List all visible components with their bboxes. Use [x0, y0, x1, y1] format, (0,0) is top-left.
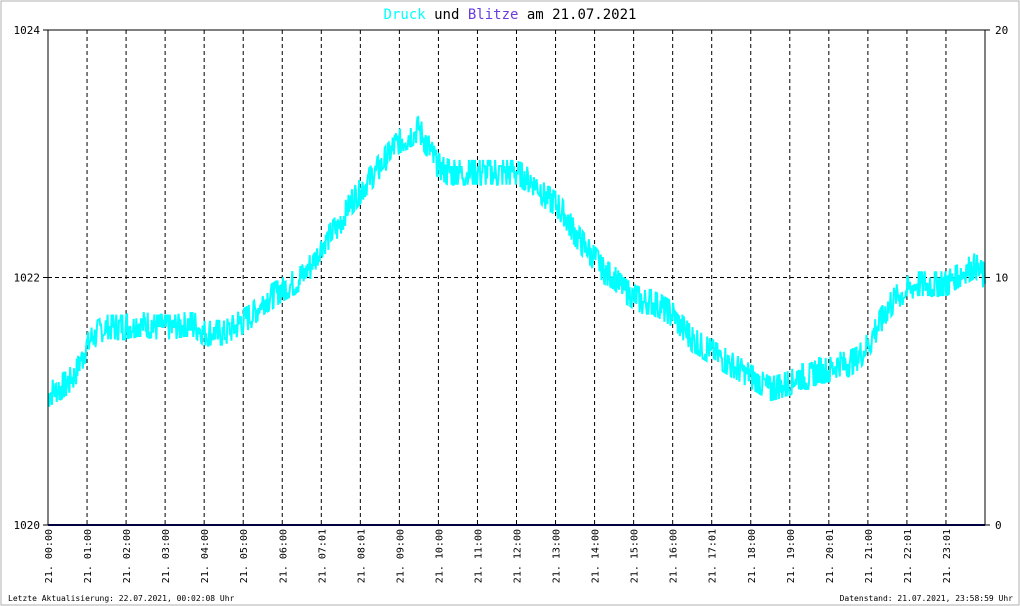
footer-data-status: Datenstand: 21.07.2021, 23:58:59 Uhr	[840, 594, 1014, 603]
x-tick-label: 21. 18:00	[747, 529, 758, 583]
series-line-druck	[47, 115, 986, 407]
x-tick-label: 21. 16:00	[669, 529, 680, 583]
x-tick-label: 21. 11:00	[473, 529, 484, 583]
x-tick-label: 21. 19:00	[786, 529, 797, 583]
left-tick-label: 1022	[14, 272, 41, 285]
x-tick-label: 21. 09:00	[395, 529, 406, 583]
x-tick-label: 21. 22:01	[903, 529, 914, 583]
x-tick-label: 21. 20:01	[825, 529, 836, 583]
x-tick-label: 21. 07:01	[317, 529, 328, 583]
x-tick-label: 21. 04:00	[200, 529, 211, 583]
footer-last-update: Letzte Aktualisierung: 22.07.2021, 00:02…	[8, 594, 235, 603]
x-tick-label: 21. 08:01	[356, 529, 367, 583]
x-tick-label: 21. 01:00	[83, 529, 94, 583]
title-series-blitze: Blitze	[468, 7, 519, 23]
x-tick-label: 21. 15:00	[630, 529, 641, 583]
title-series-druck: Druck	[384, 7, 427, 23]
right-tick-label: 20	[995, 24, 1008, 37]
x-tick-label: 21. 05:00	[239, 529, 250, 583]
left-tick-label: 1024	[14, 24, 41, 37]
x-tick-label: 21. 03:00	[161, 529, 172, 583]
right-tick-label: 10	[995, 272, 1008, 285]
right-tick-label: 0	[995, 519, 1002, 532]
chart-title: Druck und Blitze am 21.07.2021	[384, 7, 637, 23]
left-tick-label: 1020	[14, 519, 41, 532]
x-tick-label: 21. 12:00	[513, 529, 524, 583]
x-tick-label: 21. 00:00	[44, 529, 55, 583]
x-tick-label: 21. 17:01	[708, 529, 719, 583]
title-date: am 21.07.2021	[518, 7, 636, 23]
x-tick-label: 21. 02:00	[122, 529, 133, 583]
x-tick-label: 21. 10:00	[434, 529, 445, 583]
x-tick-label: 21. 06:00	[278, 529, 289, 583]
x-tick-label: 21. 21:00	[864, 529, 875, 583]
x-tick-label: 21. 14:00	[591, 529, 602, 583]
title-connector: und	[426, 7, 468, 23]
axes: 21. 00:00 21. 01:00 21. 02:00 21. 03:00 21. …	[14, 24, 1009, 583]
x-tick-label: 21. 23:01	[942, 529, 953, 583]
x-tick-label: 21. 13:00	[552, 529, 563, 583]
